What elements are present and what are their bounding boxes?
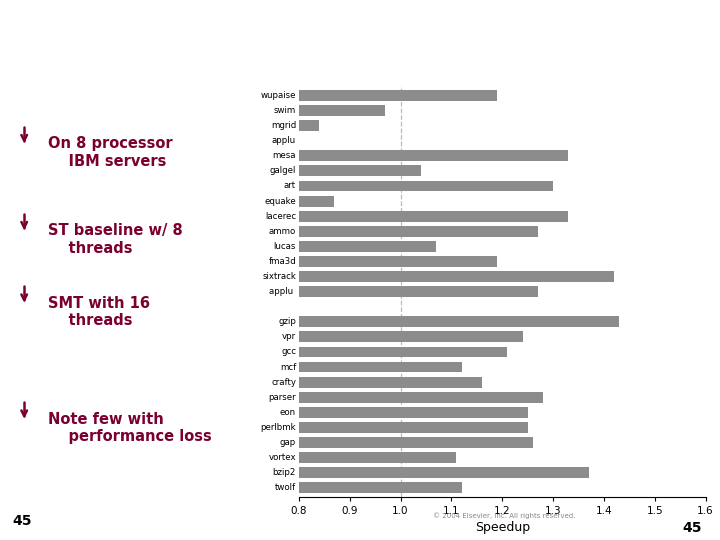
- Text: Power 5 Performance: Power 5 Performance: [13, 16, 366, 44]
- Text: SMT with 16
    threads: SMT with 16 threads: [48, 296, 150, 328]
- Bar: [0, 377, 482, 388]
- Bar: [0, 180, 553, 191]
- Bar: [0, 362, 462, 373]
- Text: 45: 45: [683, 521, 702, 535]
- Bar: [0, 136, 289, 146]
- Bar: [0, 316, 619, 327]
- Bar: [0, 195, 334, 206]
- X-axis label: Speedup: Speedup: [474, 522, 530, 535]
- Bar: [0, 332, 523, 342]
- Bar: [0, 150, 568, 161]
- Bar: [0, 241, 436, 252]
- Bar: [0, 105, 385, 116]
- Text: Note few with
    performance loss: Note few with performance loss: [48, 412, 212, 444]
- Bar: [0, 286, 538, 297]
- Bar: [0, 437, 533, 448]
- Bar: [0, 452, 456, 463]
- Bar: [0, 226, 538, 237]
- Bar: [0, 467, 589, 478]
- Bar: [0, 211, 568, 221]
- Text: 45: 45: [12, 514, 32, 528]
- Bar: [0, 422, 528, 433]
- Bar: [0, 392, 543, 403]
- Bar: [0, 271, 614, 282]
- Text: © 2004 Elsevier, Inc. All rights reserved.: © 2004 Elsevier, Inc. All rights reserve…: [433, 512, 575, 519]
- Bar: [0, 482, 462, 493]
- Bar: [0, 347, 508, 357]
- Bar: [0, 407, 528, 418]
- Text: ST baseline w/ 8
    threads: ST baseline w/ 8 threads: [48, 224, 183, 256]
- Bar: [0, 120, 319, 131]
- Bar: [0, 90, 497, 101]
- Text: On 8 processor
    IBM servers: On 8 processor IBM servers: [48, 137, 173, 169]
- Bar: [0, 165, 420, 177]
- Bar: [0, 256, 497, 267]
